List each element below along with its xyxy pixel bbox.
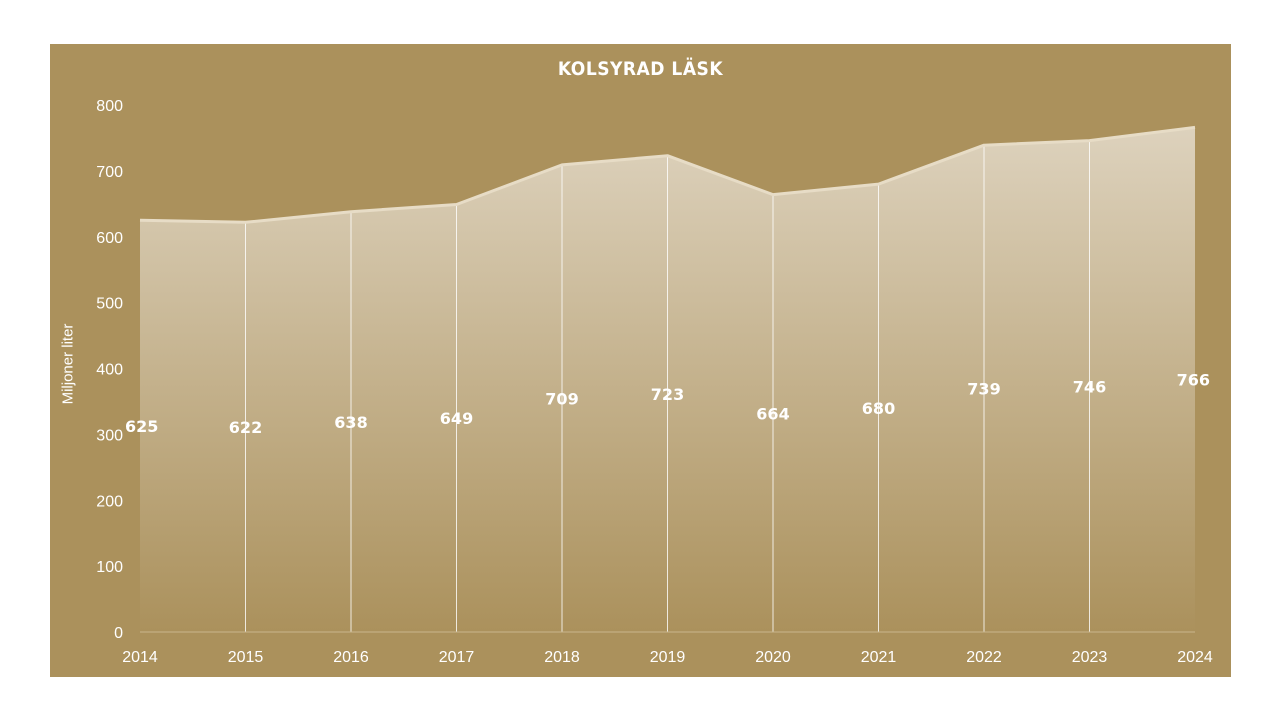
- data-label: 680: [862, 399, 895, 418]
- y-tick-label: 700: [96, 164, 123, 181]
- data-label: 746: [1073, 377, 1106, 396]
- x-tick-label: 2014: [122, 649, 158, 666]
- data-label: 709: [545, 389, 578, 408]
- data-labels: 625 622 638 649 709 723 664 680 739 746 766: [125, 371, 1210, 437]
- chart-panel: KOLSYRAD LÄSK Miljoner liter 0 100 200 300 4…: [50, 44, 1231, 677]
- y-tick-label: 0: [114, 625, 123, 642]
- y-tick-label: 100: [96, 559, 123, 576]
- x-tick-label: 2022: [966, 649, 1002, 666]
- x-tick-label: 2017: [439, 649, 475, 666]
- x-tick-label: 2021: [861, 649, 897, 666]
- x-tick-label: 2019: [650, 649, 686, 666]
- y-axis-ticks: 0 100 200 300 400 500 600 700 800: [96, 98, 123, 642]
- area-series-line: [139, 125, 1196, 224]
- x-tick-label: 2024: [1177, 649, 1213, 666]
- x-tick-label: 2020: [755, 649, 791, 666]
- data-label: 638: [334, 413, 367, 432]
- y-tick-label: 800: [96, 98, 123, 115]
- data-label: 649: [440, 409, 473, 428]
- data-label: 723: [651, 385, 684, 404]
- x-tick-label: 2023: [1072, 649, 1108, 666]
- drop-lines: [245, 140, 1090, 632]
- x-axis-ticks: 2014 2015 2016 2017 2018 2019 2020 2021 2022 2023…: [122, 649, 1213, 666]
- data-label: 622: [229, 418, 262, 437]
- y-tick-label: 200: [96, 493, 123, 510]
- chart-title: KOLSYRAD LÄSK: [557, 58, 724, 80]
- x-tick-label: 2018: [544, 649, 580, 666]
- data-label: 664: [756, 404, 789, 423]
- x-tick-label: 2015: [228, 649, 264, 666]
- y-tick-label: 600: [96, 230, 123, 247]
- x-tick-label: 2016: [333, 649, 369, 666]
- y-tick-label: 400: [96, 362, 123, 379]
- y-tick-label: 500: [96, 296, 123, 313]
- data-label: 625: [125, 417, 158, 436]
- y-tick-label: 300: [96, 427, 123, 444]
- data-label: 739: [967, 380, 1000, 399]
- data-label: 766: [1177, 371, 1210, 390]
